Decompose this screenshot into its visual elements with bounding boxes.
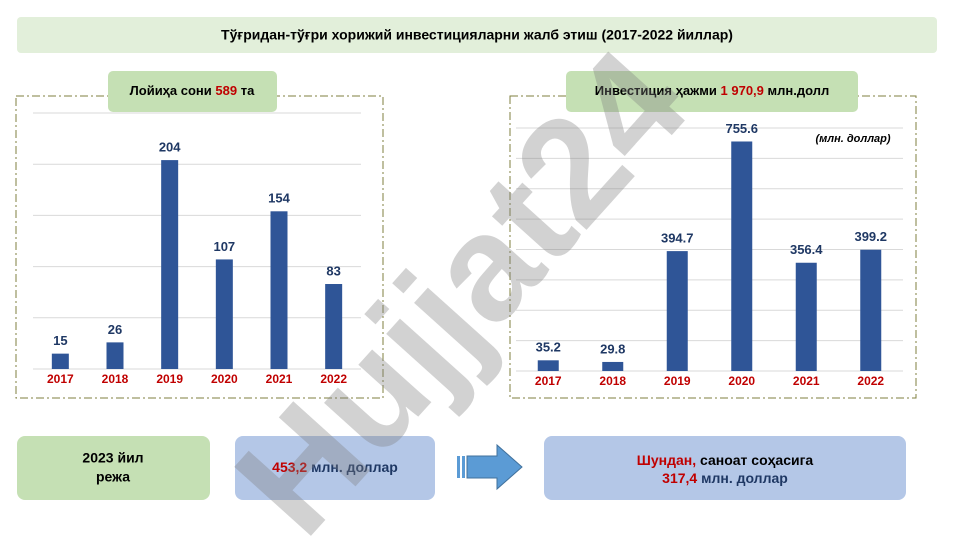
bar <box>215 259 233 369</box>
data-label: 107 <box>213 239 235 254</box>
label-text: Инвестиция ҳажми 1 970,9 млн.долл <box>595 83 830 98</box>
x-tick-label: 2020 <box>728 374 755 388</box>
data-label: 755.6 <box>725 121 758 136</box>
data-label: 35.2 <box>536 340 561 355</box>
x-tick-label: 2022 <box>857 374 884 388</box>
label-number: 589 <box>215 83 237 98</box>
bar <box>666 251 688 371</box>
label-box <box>566 71 858 112</box>
x-tick-label: 2017 <box>535 374 562 388</box>
bar <box>860 249 882 371</box>
x-tick-label: 2018 <box>599 374 626 388</box>
data-label: 394.7 <box>661 231 694 246</box>
plan-text: режа <box>96 469 130 485</box>
x-tick-label: 2021 <box>266 372 293 386</box>
title-bar <box>17 17 937 53</box>
bar <box>161 160 179 369</box>
bar <box>325 284 343 369</box>
label-part: та <box>241 83 255 98</box>
x-tick-label: 2021 <box>793 374 820 388</box>
value-unit: млн. доллар <box>311 459 398 475</box>
bar <box>602 361 624 371</box>
data-label: 204 <box>159 140 181 155</box>
bar <box>537 360 559 371</box>
industry-lead: Шундан, <box>637 452 696 468</box>
x-tick-label: 2022 <box>320 372 347 386</box>
plan-text: 2023 йил <box>82 450 143 466</box>
plan-box <box>17 436 210 500</box>
bar <box>270 211 288 369</box>
bar <box>795 262 817 371</box>
data-label: 399.2 <box>854 229 887 244</box>
industry-text: Шундан, саноат соҳасига <box>637 452 814 468</box>
data-label: 29.8 <box>600 341 625 356</box>
x-tick-label: 2020 <box>211 372 238 386</box>
label-text: Лойиҳа сони 589 та <box>130 83 255 98</box>
label-part: Лойиҳа сони <box>130 83 212 98</box>
data-label: 356.4 <box>790 242 823 257</box>
bar <box>51 353 69 369</box>
industry-part: саноат соҳасига <box>700 452 813 468</box>
data-label: 83 <box>326 263 340 278</box>
label-box <box>108 71 277 112</box>
x-tick-label: 2019 <box>156 372 183 386</box>
industry-unit: млн. доллар <box>701 470 788 486</box>
industry-box <box>544 436 906 500</box>
annotation: (млн. доллар) <box>815 133 890 145</box>
label-part: млн.долл <box>768 83 830 98</box>
title: Тўғридан-тўғри хорижий инвестицияларни ж… <box>221 27 733 43</box>
data-label: 154 <box>268 191 290 206</box>
industry-number: 317,4 <box>662 470 697 486</box>
data-label: 26 <box>108 322 122 337</box>
bar <box>731 141 753 371</box>
value-number: 453,2 <box>272 459 307 475</box>
label-number: 1 970,9 <box>721 83 764 98</box>
label-part: Инвестиция ҳажми <box>595 83 717 98</box>
bar <box>106 342 124 369</box>
industry-text: 317,4 млн. доллар <box>662 470 788 486</box>
arrow <box>457 443 523 491</box>
x-tick-label: 2019 <box>664 374 691 388</box>
x-tick-label: 2018 <box>102 372 129 386</box>
data-label: 15 <box>53 333 67 348</box>
value-text: 453,2 млн. доллар <box>272 459 398 475</box>
x-tick-label: 2017 <box>47 372 74 386</box>
value-box <box>235 436 435 500</box>
